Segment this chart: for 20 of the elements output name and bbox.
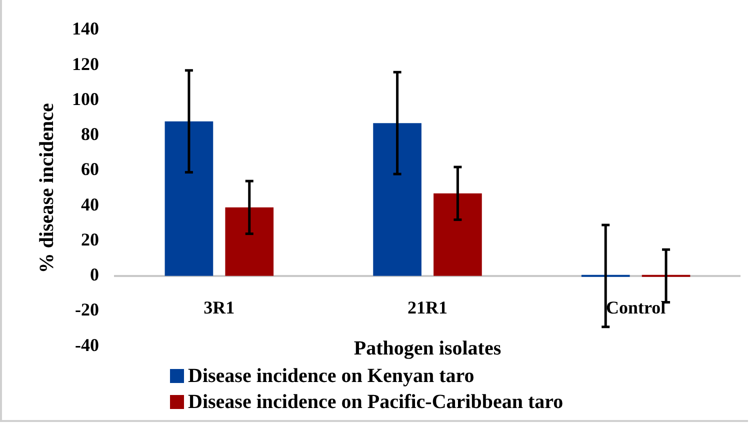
bar [434,193,482,276]
y-tick-label: 60 [81,159,99,180]
y-tick-label: -20 [75,300,99,320]
y-tick-label: 80 [81,124,99,144]
y-tick-label: 20 [81,229,99,250]
y-tick-label: 100 [72,88,99,109]
y-tick-label: 140 [72,18,99,39]
bar [373,123,422,276]
bar [164,121,214,276]
y-tick-label: 0 [90,264,99,285]
legend-label: Disease incidence on Pacific-Caribbean taro [188,391,564,413]
y-tick-label: 120 [72,54,99,74]
y-axis-title: % disease incidence [36,102,58,274]
x-tick-label: 21R1 [408,297,448,318]
bar [225,207,274,276]
x-tick-label: 3R1 [204,297,235,318]
y-tick-label: -40 [75,334,99,355]
x-axis-title: Pathogen isolates [354,338,502,360]
y-tick-label: 40 [81,194,99,214]
legend-label: Disease incidence on Kenyan taro [188,365,474,387]
